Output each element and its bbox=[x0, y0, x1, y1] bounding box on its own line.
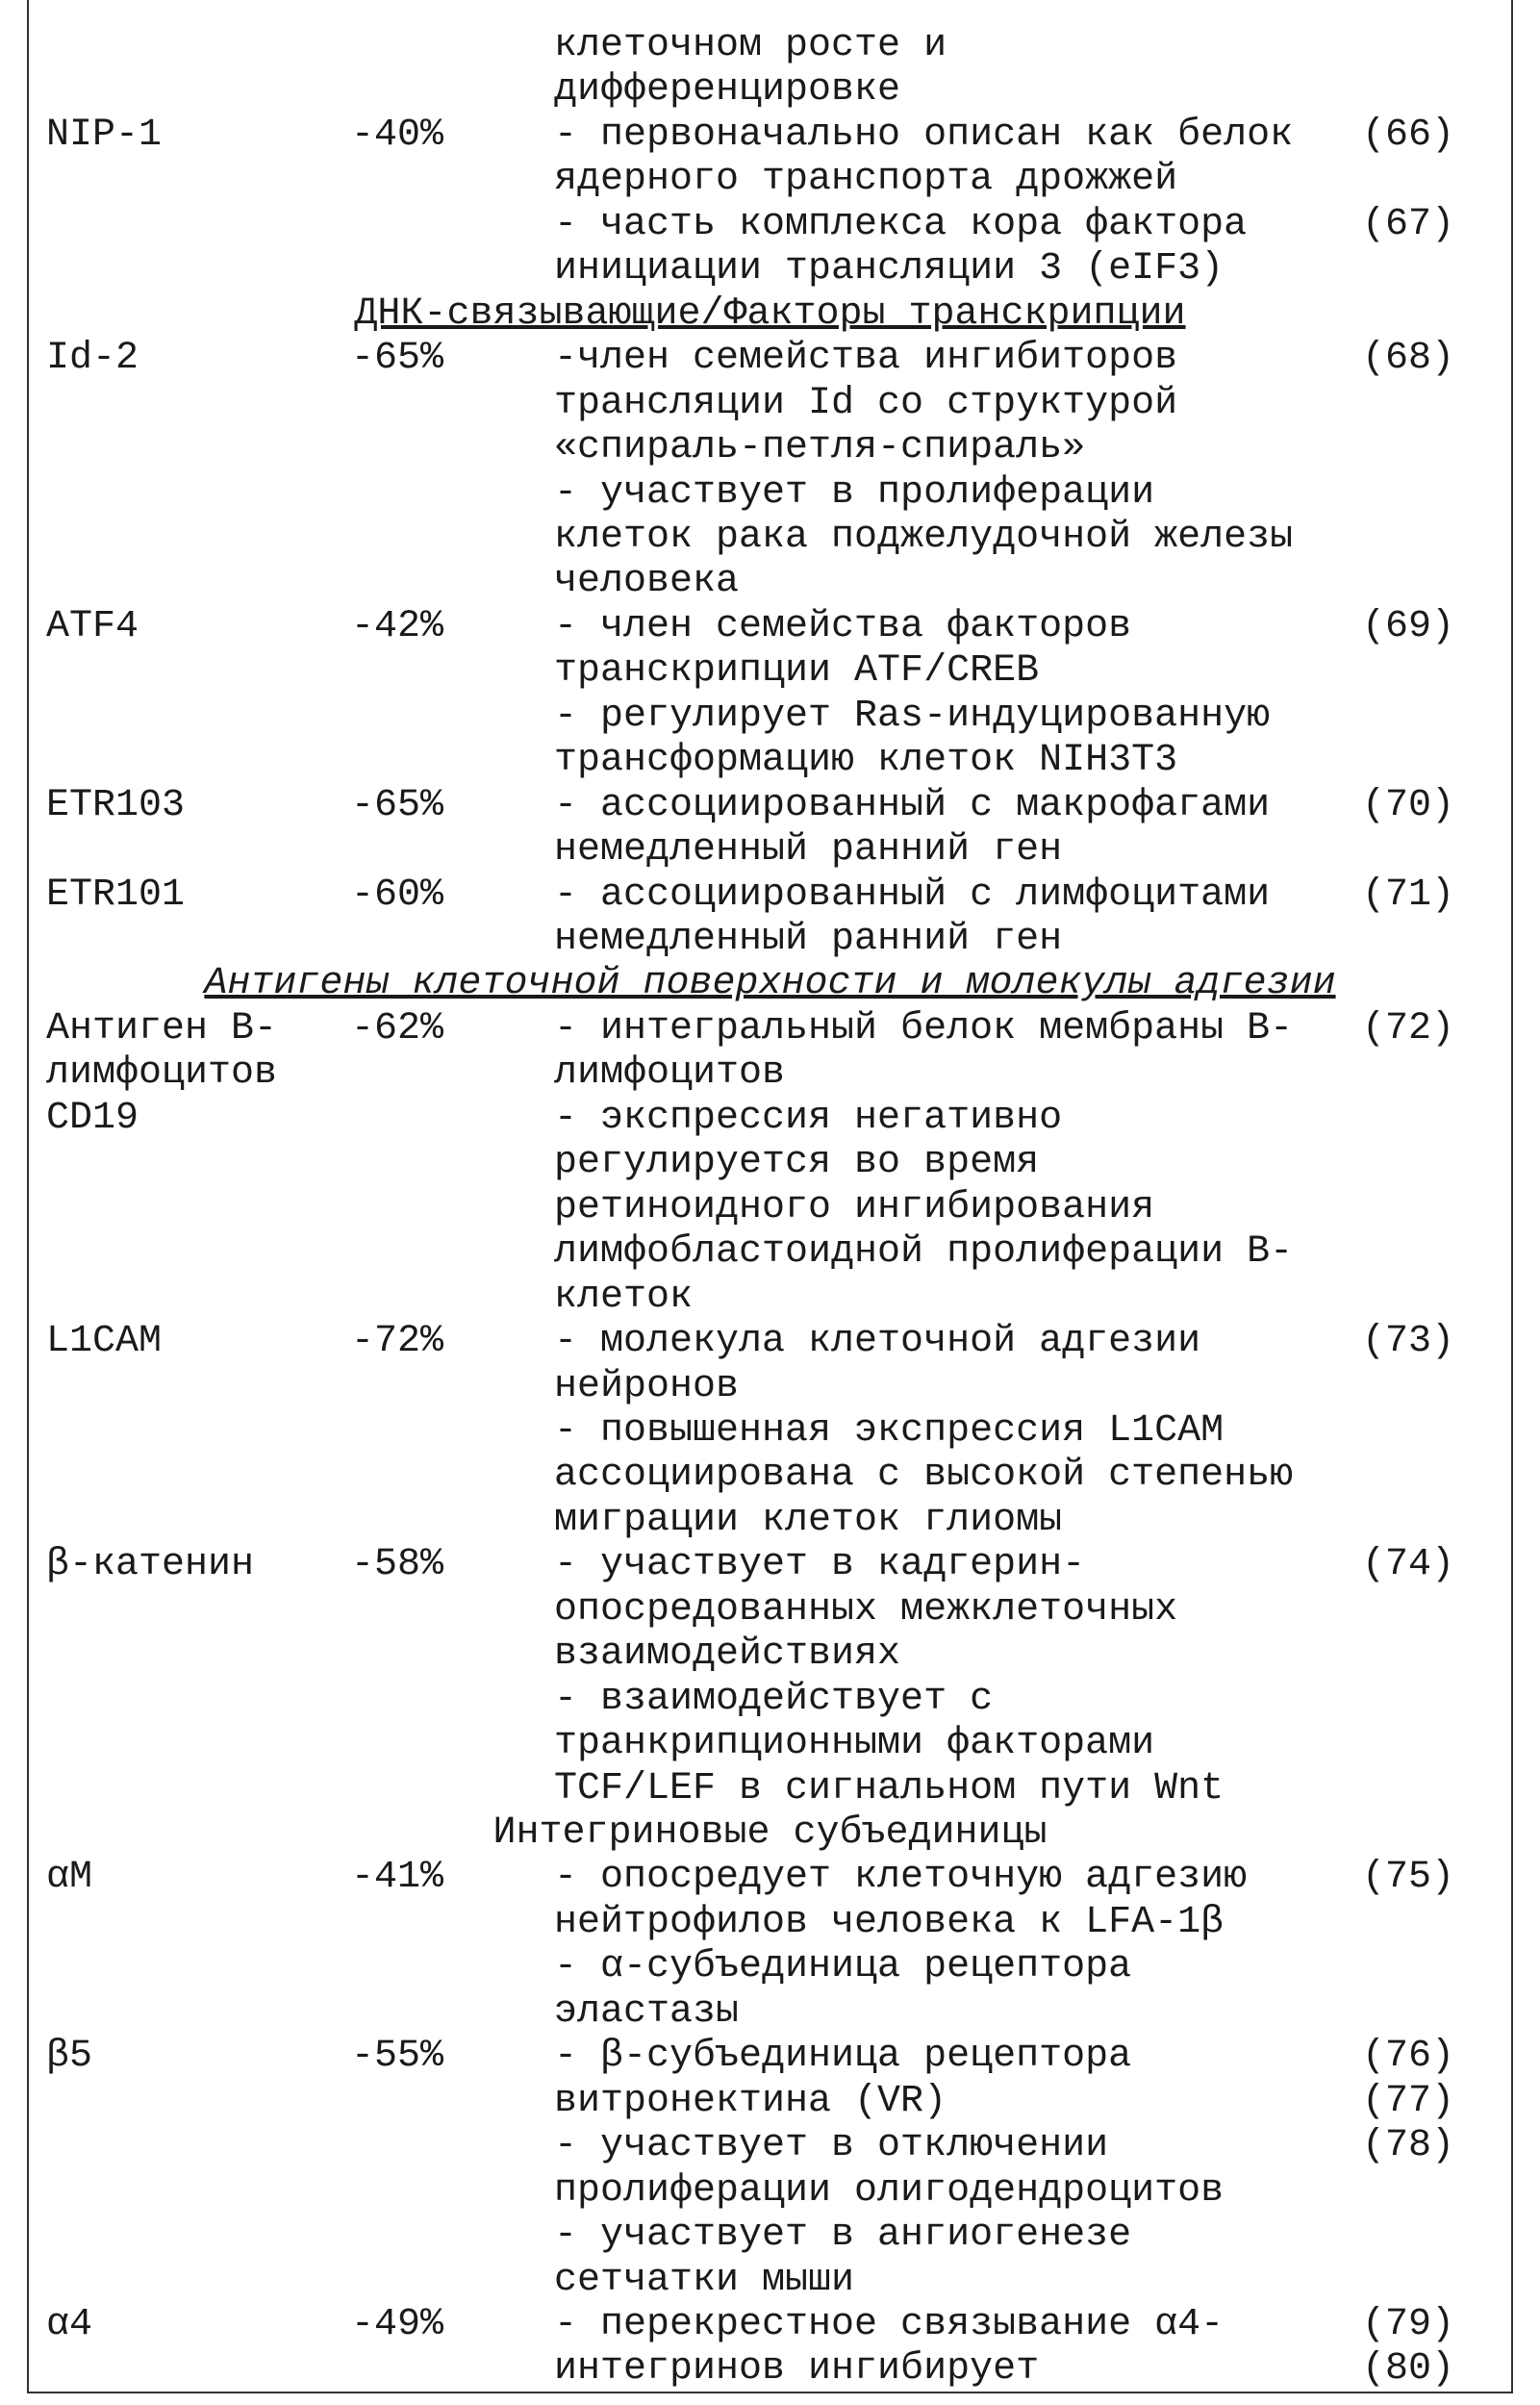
description-line: клеточном росте и bbox=[554, 24, 947, 68]
change-value: -41% bbox=[351, 1856, 443, 1900]
change-value: -42% bbox=[351, 605, 443, 649]
description-line: - первоначально описан как белок bbox=[554, 114, 1293, 158]
description-line: транкрипционными факторами bbox=[554, 1722, 1154, 1766]
row-name: ATF4 bbox=[46, 605, 139, 649]
reference: (66) bbox=[1362, 114, 1454, 158]
change-value: -55% bbox=[351, 2035, 443, 2079]
change-value: -62% bbox=[351, 1007, 443, 1051]
section-heading: Антигены клеточной поверхности и молекул… bbox=[0, 962, 1540, 1006]
change-value: -72% bbox=[351, 1320, 443, 1364]
reference: (67) bbox=[1362, 203, 1454, 247]
description-line: - часть комплекса кора фактора bbox=[554, 203, 1247, 247]
description-line: регулируется во время bbox=[554, 1141, 1039, 1185]
reference: (71) bbox=[1362, 873, 1454, 918]
section-heading: ДНК-связывающие/Факторы транскрипции bbox=[0, 292, 1540, 337]
description-line: «спираль-петля-спираль» bbox=[554, 426, 1085, 470]
description-line: - член семейства факторов bbox=[554, 605, 1131, 649]
description-line: - α-субъединица рецептора bbox=[554, 1945, 1131, 1989]
reference: (75) bbox=[1362, 1856, 1454, 1900]
reference: (77) bbox=[1362, 2080, 1454, 2124]
description-line: - взаимодействует с bbox=[554, 1678, 993, 1722]
description-line: витронектина (VR) bbox=[554, 2080, 947, 2124]
description-line: TCF/LEF в сигнальном пути Wnt bbox=[554, 1767, 1224, 1811]
row-name: Id-2 bbox=[46, 337, 139, 381]
description-line: - опосредует клеточную адгезию bbox=[554, 1856, 1247, 1900]
description-line: - регулирует Ras-индуцированную bbox=[554, 695, 1270, 739]
description-line: человека bbox=[554, 560, 739, 604]
description-line: - экспрессия негативно bbox=[554, 1097, 1062, 1141]
description-line: - молекула клеточной адгезии bbox=[554, 1320, 1200, 1364]
row-name: β-катенин bbox=[46, 1543, 254, 1587]
description-line: -член семейства ингибиторов bbox=[554, 337, 1177, 381]
description-line: - β-субъединица рецептора bbox=[554, 2035, 1131, 2079]
row-name: лимфоцитов bbox=[46, 1051, 277, 1096]
description-line: немедленный ранний ген bbox=[554, 918, 1062, 962]
description-line: сетчатки мыши bbox=[554, 2259, 854, 2303]
reference: (79) bbox=[1362, 2303, 1454, 2347]
description-line: - интегральный белок мембраны В- bbox=[554, 1007, 1293, 1051]
row-name: Антиген В- bbox=[46, 1007, 277, 1051]
description-line: транскрипции ATF/CREB bbox=[554, 649, 1039, 694]
reference: (70) bbox=[1362, 784, 1454, 828]
change-value: -65% bbox=[351, 337, 443, 381]
description-line: инициации трансляции 3 (eIF3) bbox=[554, 247, 1224, 291]
row-name: α4 bbox=[46, 2303, 92, 2347]
change-value: -58% bbox=[351, 1543, 443, 1587]
description-line: - участвует в пролиферации bbox=[554, 471, 1154, 516]
description-line: - участвует в ангиогенезе bbox=[554, 2214, 1131, 2258]
description-line: клеток bbox=[554, 1276, 693, 1320]
row-name: ETR103 bbox=[46, 784, 185, 828]
description-line: дифференцировке bbox=[554, 68, 900, 113]
description-line: миграции клеток глиомы bbox=[554, 1499, 1062, 1543]
change-value: -40% bbox=[351, 114, 443, 158]
description-line: интегринов ингибирует bbox=[554, 2347, 1039, 2392]
description-line: - повышенная экспрессия L1CAM bbox=[554, 1409, 1224, 1454]
description-line: опосредованных межклеточных bbox=[554, 1588, 1177, 1633]
description-line: трансформацию клеток NIH3T3 bbox=[554, 739, 1177, 783]
description-line: - ассоциированный с лимфоцитами bbox=[554, 873, 1270, 918]
description-line: ядерного транспорта дрожжей bbox=[554, 158, 1177, 202]
row-name: L1CAM bbox=[46, 1320, 162, 1364]
description-line: лимфоцитов bbox=[554, 1051, 785, 1096]
change-value: -60% bbox=[351, 873, 443, 918]
reference: (78) bbox=[1362, 2124, 1454, 2168]
description-line: - перекрестное связывание α4- bbox=[554, 2303, 1224, 2347]
description-line: клеток рака поджелудочной железы bbox=[554, 516, 1293, 560]
reference: (68) bbox=[1362, 337, 1454, 381]
description-line: лимфобластоидной пролиферации В- bbox=[554, 1230, 1293, 1275]
row-name: CD19 bbox=[46, 1097, 139, 1141]
row-name: β5 bbox=[46, 2035, 92, 2079]
section-heading: Интегриновые субъединицы bbox=[0, 1811, 1540, 1856]
description-line: пролиферации олигодендроцитов bbox=[554, 2169, 1224, 2214]
description-line: ретиноидного ингибирования bbox=[554, 1186, 1154, 1230]
reference: (76) bbox=[1362, 2035, 1454, 2079]
description-line: - участвует в отключении bbox=[554, 2124, 1108, 2168]
change-value: -49% bbox=[351, 2303, 443, 2347]
change-value: -65% bbox=[351, 784, 443, 828]
reference: (72) bbox=[1362, 1007, 1454, 1051]
reference: (80) bbox=[1362, 2347, 1454, 2392]
description-line: - участвует в кадгерин- bbox=[554, 1543, 1085, 1587]
description-line: немедленный ранний ген bbox=[554, 828, 1062, 873]
description-line: нейронов bbox=[554, 1365, 739, 1409]
row-name: αM bbox=[46, 1856, 92, 1900]
description-line: ассоциирована с высокой степенью bbox=[554, 1454, 1293, 1498]
row-name: ETR101 bbox=[46, 873, 185, 918]
description-line: нейтрофилов человека к LFA-1β bbox=[554, 1901, 1224, 1945]
description-line: взаимодействиях bbox=[554, 1633, 900, 1677]
reference: (74) bbox=[1362, 1543, 1454, 1587]
reference: (73) bbox=[1362, 1320, 1454, 1364]
row-name: NIP-1 bbox=[46, 114, 162, 158]
description-line: трансляции Id со структурой bbox=[554, 382, 1177, 426]
reference: (69) bbox=[1362, 605, 1454, 649]
description-line: эластазы bbox=[554, 1990, 739, 2035]
description-line: - ассоциированный с макрофагами bbox=[554, 784, 1270, 828]
